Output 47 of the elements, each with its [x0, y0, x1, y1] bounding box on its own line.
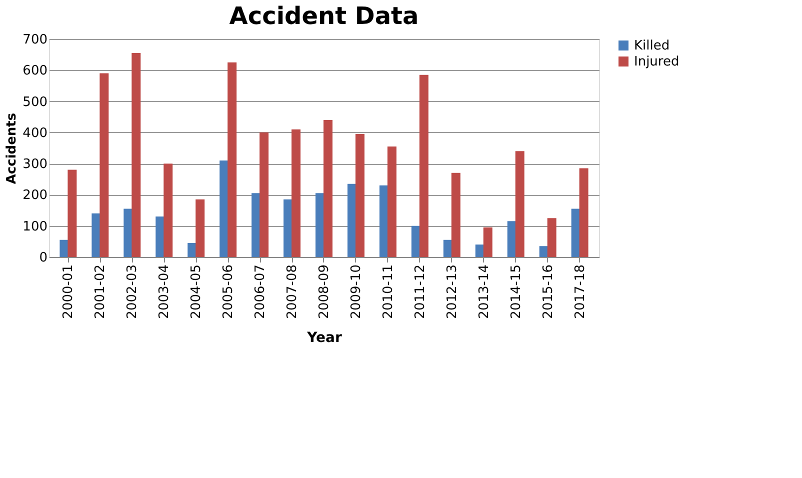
x-tick-label: 2011-12 [412, 264, 428, 319]
bar [483, 227, 492, 257]
bar [451, 172, 460, 257]
x-tick-label: 2003-04 [157, 264, 172, 319]
y-axis-title: Accidents [4, 112, 20, 184]
bar [579, 168, 588, 257]
bar [547, 218, 556, 257]
y-tick-label: 0 [39, 250, 48, 266]
bar [260, 132, 269, 257]
x-tick-label: 2009-10 [348, 264, 364, 319]
bar [132, 53, 141, 257]
bar [68, 170, 77, 257]
bar [419, 74, 428, 257]
x-axis-title: Year [306, 330, 342, 346]
y-tick-label: 700 [22, 32, 48, 48]
chart-title: Accident Data [229, 2, 419, 30]
y-tick-label: 400 [22, 126, 48, 141]
bar [323, 120, 332, 257]
x-tick-label: 2015-16 [540, 264, 556, 319]
x-tick-label: 2004-05 [189, 264, 204, 319]
y-tick-label: 300 [22, 157, 48, 172]
bar [387, 146, 396, 257]
bar [196, 199, 205, 257]
x-tick-label: 2001-02 [93, 264, 108, 319]
y-tick-label: 500 [22, 94, 48, 110]
x-tick-label: 2000-01 [61, 264, 76, 319]
y-tick-label: 100 [22, 219, 48, 234]
bar [355, 134, 364, 257]
x-tick-label: 2010-11 [380, 264, 396, 319]
x-tick-label: 2012-13 [444, 264, 460, 319]
x-tick-label: 2008-09 [317, 264, 332, 319]
y-tick-label: 200 [22, 188, 48, 204]
x-tick-label: 2007-08 [285, 264, 300, 319]
x-tick-label: 2013-14 [476, 264, 492, 319]
x-tick-label: 2006-07 [253, 264, 268, 319]
legend-label: Injured [634, 54, 680, 70]
bar [164, 164, 173, 257]
y-tick-label: 600 [22, 64, 48, 79]
bar [100, 73, 109, 257]
x-tick-label: 2014-15 [508, 264, 524, 319]
x-tick-label: 2002-03 [125, 264, 140, 319]
bar [515, 151, 524, 257]
bar [228, 62, 237, 257]
x-tick-label: 2017-18 [572, 264, 588, 319]
legend-label: Killed [634, 38, 670, 54]
x-tick-label: 2005-06 [221, 264, 236, 319]
bar [292, 129, 301, 257]
